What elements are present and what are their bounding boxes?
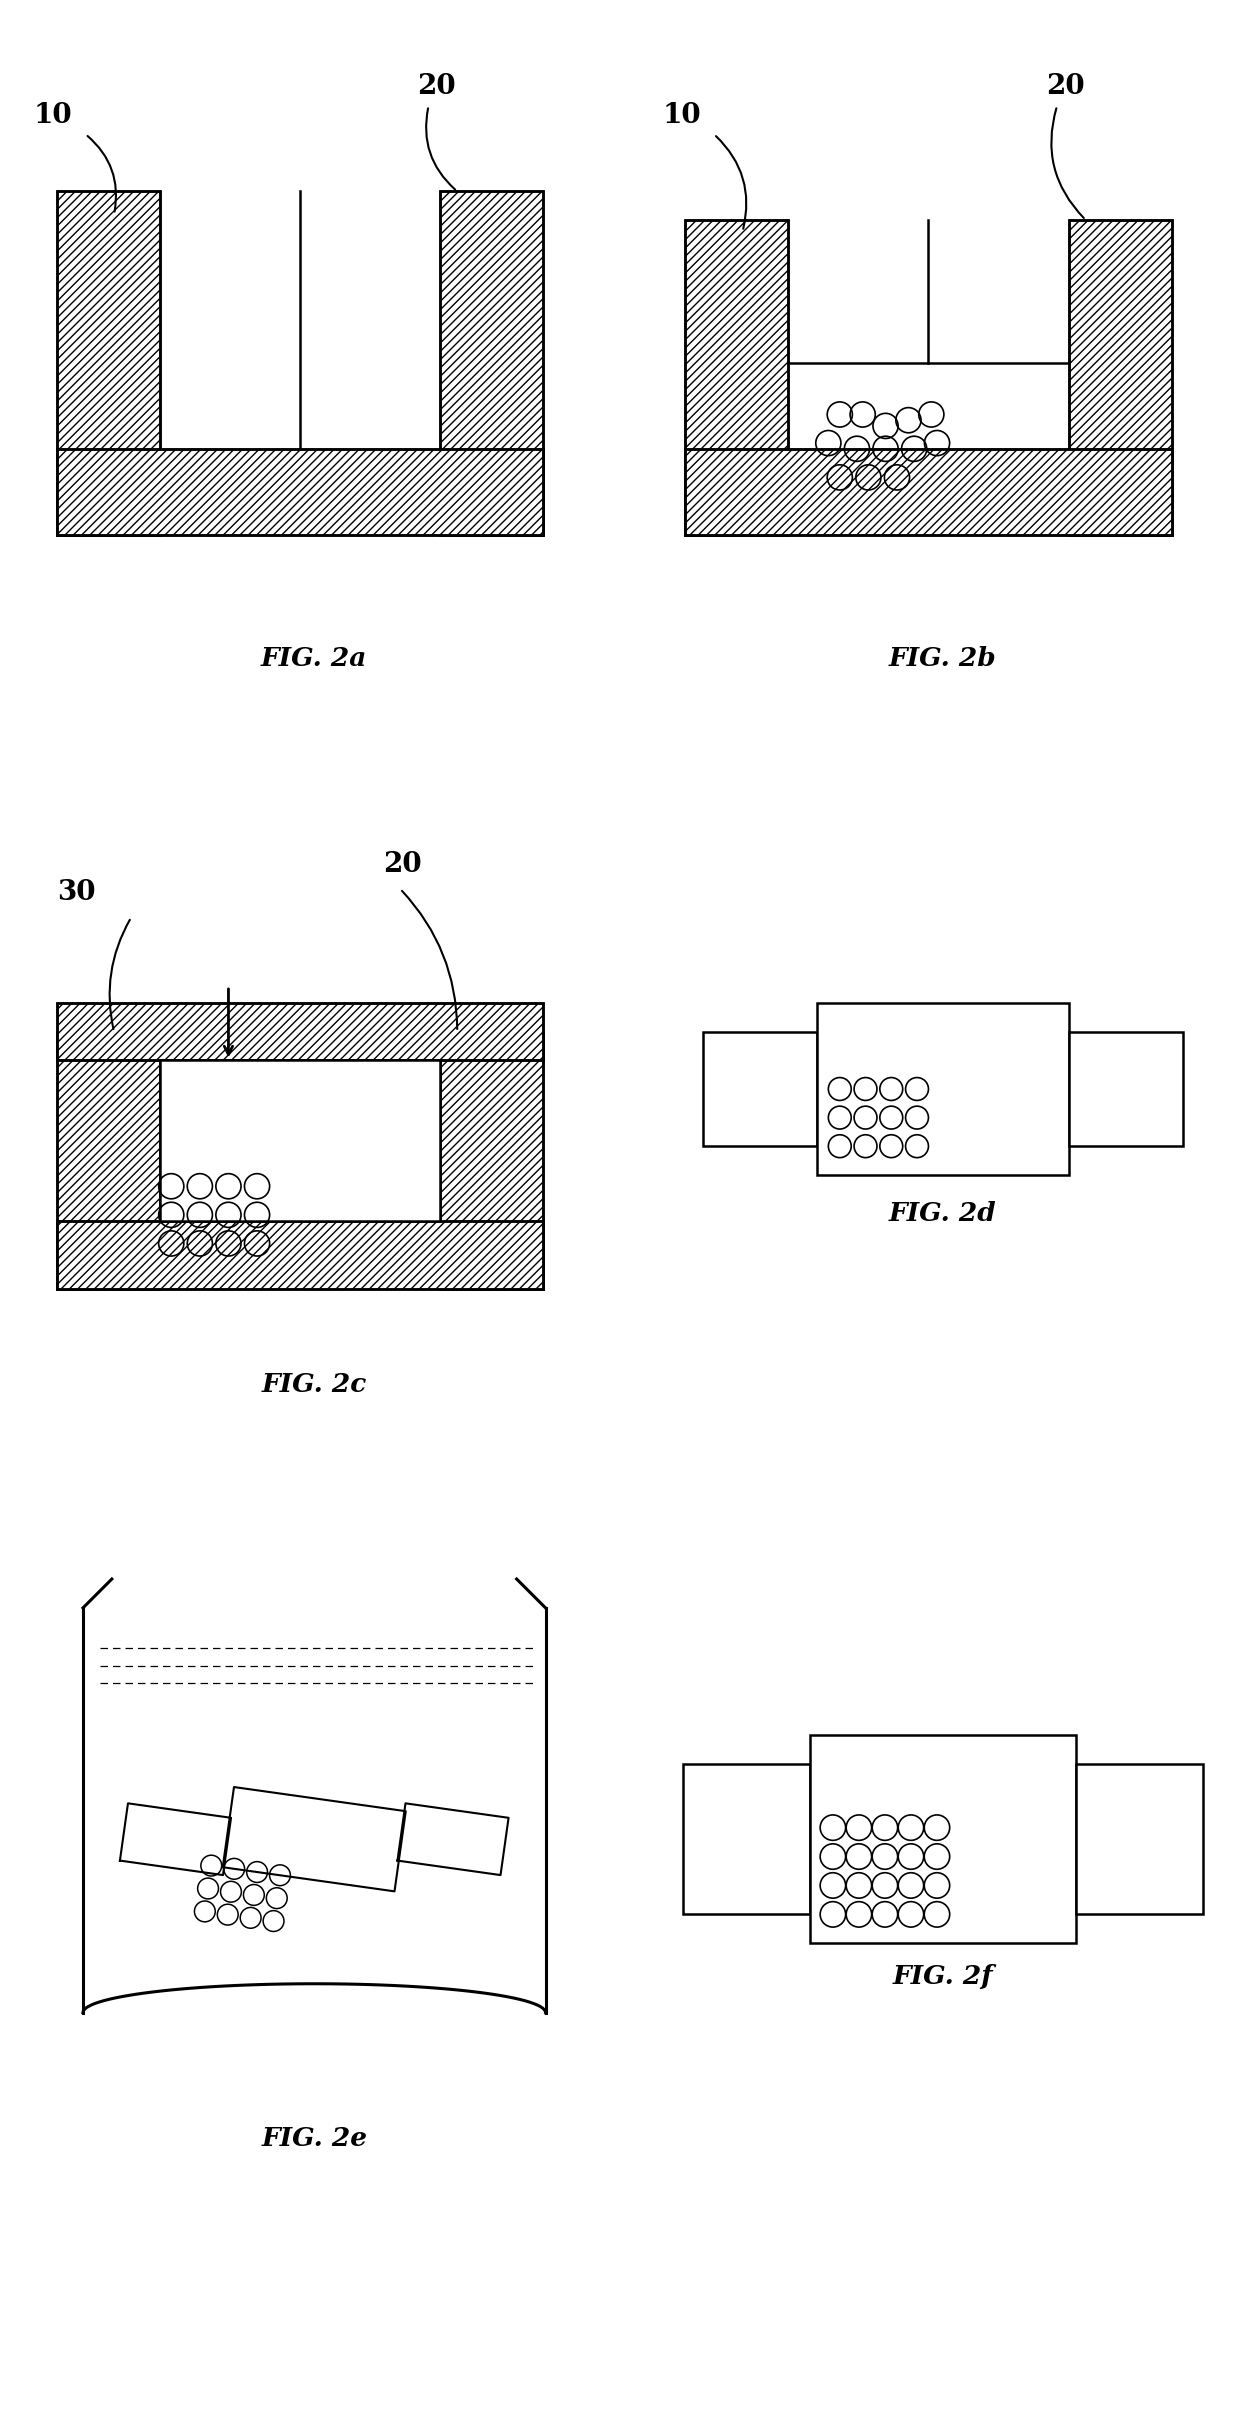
Bar: [57, 1004, 543, 1060]
Bar: [57, 1031, 160, 1290]
Bar: [685, 448, 1172, 535]
Text: 20: 20: [1046, 73, 1085, 99]
Text: 10: 10: [34, 102, 73, 128]
Bar: [57, 191, 160, 535]
Text: 30: 30: [57, 878, 96, 905]
Bar: [703, 1031, 817, 1147]
Bar: [57, 448, 543, 535]
Text: FIG. 2d: FIG. 2d: [889, 1200, 997, 1225]
Bar: [440, 191, 543, 535]
Bar: [57, 1220, 543, 1290]
Bar: [685, 220, 788, 535]
Text: FIG. 2a: FIG. 2a: [261, 646, 367, 670]
Bar: [685, 448, 1172, 535]
Text: FIG. 2c: FIG. 2c: [261, 1372, 367, 1396]
Bar: [810, 1735, 1076, 1943]
Bar: [57, 1031, 160, 1290]
Text: 20: 20: [383, 852, 421, 878]
Bar: [685, 220, 788, 535]
Text: 20: 20: [417, 73, 456, 99]
Bar: [57, 448, 543, 535]
Bar: [57, 1004, 543, 1060]
Bar: [817, 1004, 1068, 1174]
Bar: [57, 1220, 543, 1290]
Text: FIG. 2e: FIG. 2e: [261, 2125, 367, 2151]
Text: FIG. 2b: FIG. 2b: [889, 646, 997, 670]
Polygon shape: [119, 1803, 231, 1876]
Text: 10: 10: [662, 102, 701, 128]
Bar: [440, 1031, 543, 1290]
Polygon shape: [397, 1803, 509, 1876]
Bar: [1068, 1031, 1183, 1147]
Bar: [1068, 220, 1172, 535]
Polygon shape: [222, 1786, 406, 1892]
Bar: [160, 1060, 440, 1220]
Bar: [440, 191, 543, 535]
Bar: [440, 1031, 543, 1290]
Text: FIG. 2f: FIG. 2f: [892, 1963, 993, 1989]
Bar: [57, 191, 160, 535]
Bar: [683, 1764, 810, 1914]
Bar: [1076, 1764, 1203, 1914]
Bar: [1068, 220, 1172, 535]
